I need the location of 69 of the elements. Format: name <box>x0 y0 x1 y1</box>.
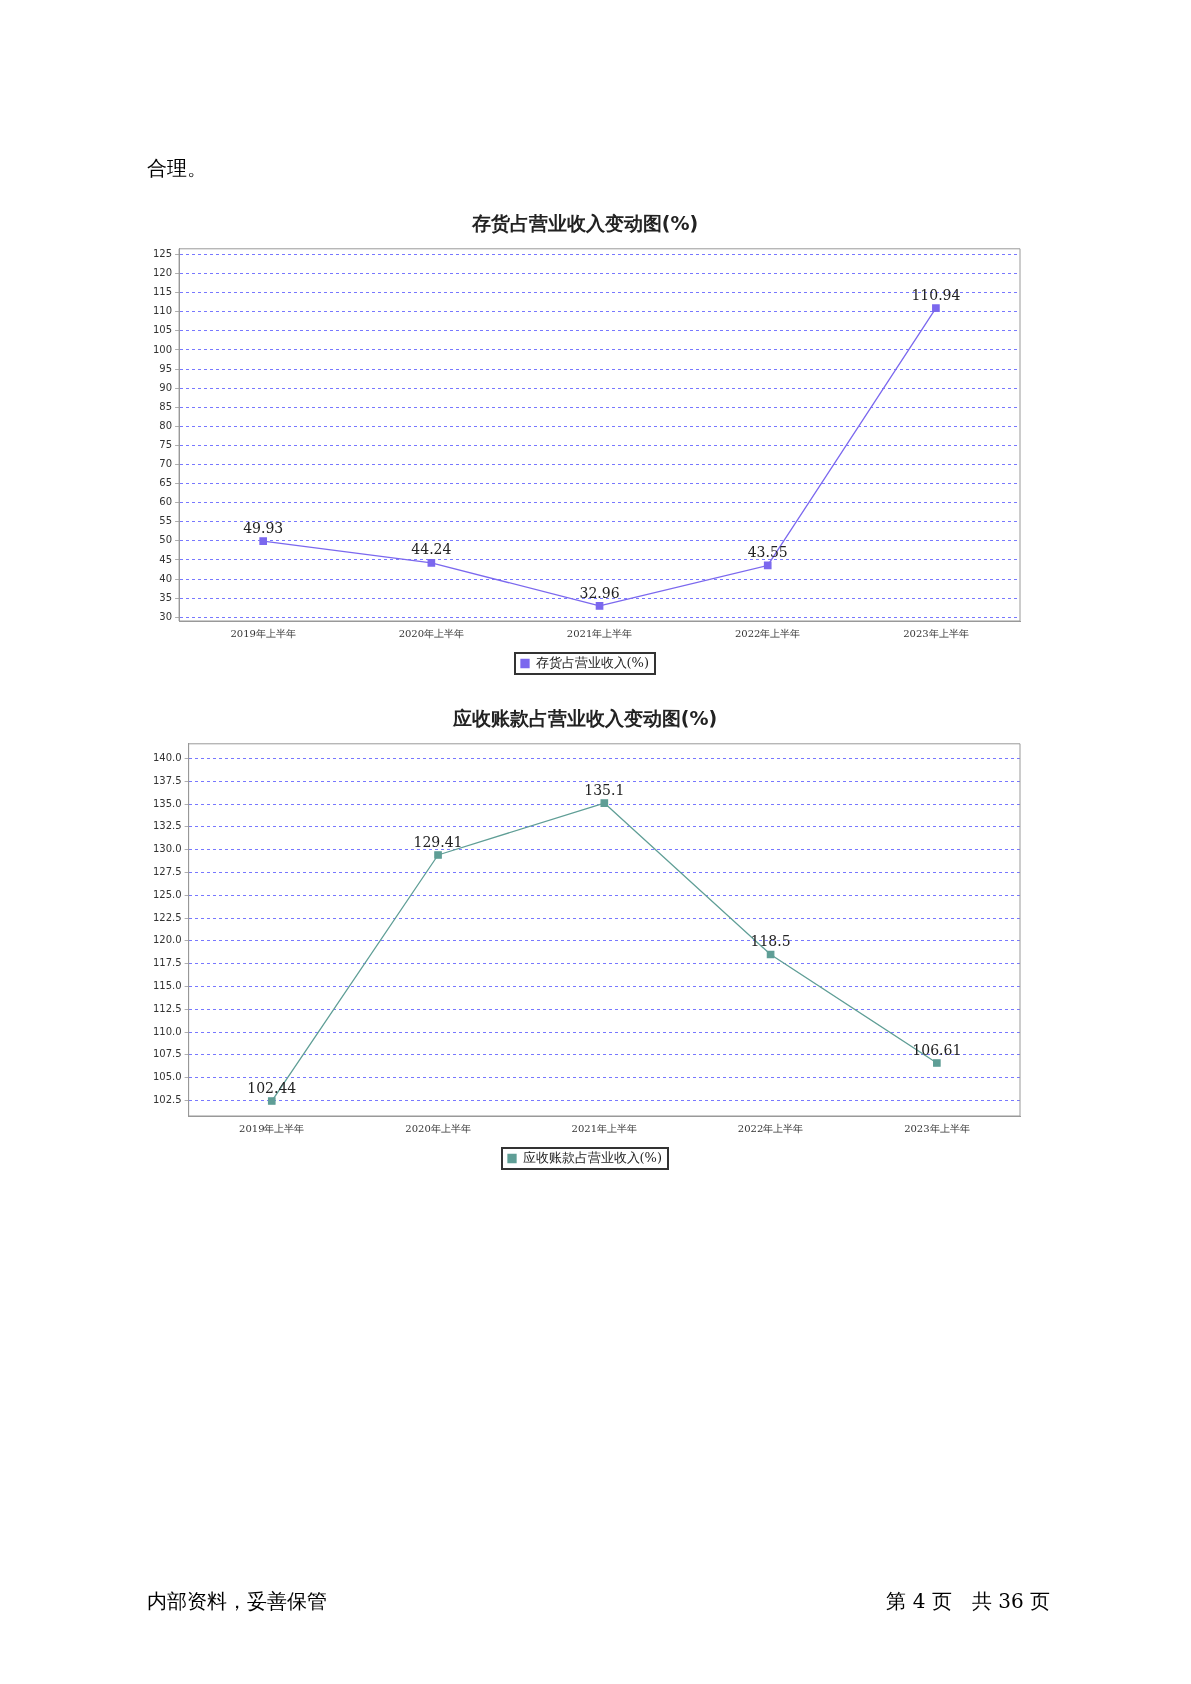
data-label: 32.96 <box>579 584 620 601</box>
y-tick-label: 65 <box>159 477 173 489</box>
y-tick-label: 117.5 <box>152 957 182 969</box>
y-tick-label: 115 <box>152 286 173 298</box>
y-tick-label: 105.0 <box>152 1071 182 1083</box>
legend-label: 应收账款占营业收入(%) <box>522 1149 662 1165</box>
point <box>932 304 940 313</box>
y-tick-label: 120 <box>152 267 173 279</box>
y-tick-label: 115.0 <box>152 980 182 992</box>
y-tick-label: 60 <box>159 496 173 508</box>
x-tick-label: 2020年上半年 <box>398 627 465 639</box>
x-tick-label: 2019年上半年 <box>230 627 296 639</box>
point <box>595 602 604 610</box>
point <box>427 558 436 567</box>
point <box>600 799 609 807</box>
y-tick-label: 135.0 <box>152 797 182 809</box>
x-tick-label: 2019年上半年 <box>239 1122 305 1134</box>
y-tick-label: 45 <box>159 553 173 565</box>
x-tick-label: 2022年上半年 <box>737 1122 804 1134</box>
data-label: 110.94 <box>911 286 961 303</box>
y-tick-label: 90 <box>159 381 173 393</box>
y-tick-label: 130.0 <box>152 843 182 855</box>
data-label: 135.1 <box>584 781 625 798</box>
y-tick-label: 75 <box>159 438 173 450</box>
data-label: 106.61 <box>912 1041 962 1058</box>
text: 第 4 页 共 36 页 <box>886 1588 1050 1615</box>
y-tick-label: 70 <box>159 458 173 470</box>
x-tick-label: 2020年上半年 <box>405 1122 471 1134</box>
y-tick-label: 137.5 <box>152 774 182 786</box>
y-tick-label: 105 <box>152 324 173 336</box>
x-tick-label: 2021年上半年 <box>566 627 633 639</box>
y-tick-label: 100 <box>152 343 173 355</box>
point <box>434 851 442 859</box>
y-tick-label: 85 <box>159 400 173 412</box>
y-tick-label: 40 <box>159 572 173 584</box>
y-tick-label: 30 <box>159 610 173 622</box>
y-tick-label: 35 <box>159 591 173 603</box>
y-tick-label: 140.0 <box>152 751 182 763</box>
y-tick-label: 122.5 <box>152 911 182 923</box>
point <box>259 537 268 545</box>
y-tick-label: 102.5 <box>152 1094 182 1106</box>
text: 内部资料，妥善保管 <box>147 1588 327 1615</box>
point <box>933 1059 941 1067</box>
y-tick-label: 110 <box>152 305 173 317</box>
y-tick-label: 132.5 <box>152 820 182 832</box>
y-tick-label: 55 <box>159 515 173 527</box>
chart-title: 存货占营业收入变动图(%) <box>470 212 699 235</box>
y-tick-label: 80 <box>159 419 173 431</box>
y-tick-label: 127.5 <box>152 866 182 878</box>
chart-title: 应收账款占营业收入变动图(%) <box>451 707 718 730</box>
y-tick-label: 107.5 <box>152 1048 182 1060</box>
y-tick-label: 125.0 <box>152 888 182 900</box>
y-tick-label: 110.0 <box>152 1025 182 1037</box>
legend-label: 存货占营业收入(%) <box>535 654 649 670</box>
x-tick-label: 2023年上半年 <box>904 1122 970 1134</box>
point <box>763 561 772 570</box>
point <box>267 1097 276 1105</box>
y-tick-label: 50 <box>159 534 173 546</box>
x-tick-label: 2022年上半年 <box>735 627 801 639</box>
x-tick-label: 2023年上半年 <box>903 627 969 639</box>
y-tick-label: 95 <box>159 362 173 374</box>
x-tick-label: 2021年上半年 <box>571 1122 638 1134</box>
text: 合理。 <box>147 155 207 182</box>
data-label: 129.41 <box>413 833 463 850</box>
y-tick-label: 120.0 <box>152 934 182 946</box>
data-label: 44.24 <box>411 541 452 558</box>
y-tick-label: 112.5 <box>152 1002 182 1014</box>
data-label: 49.93 <box>243 519 284 536</box>
y-tick-label: 125 <box>152 248 173 260</box>
